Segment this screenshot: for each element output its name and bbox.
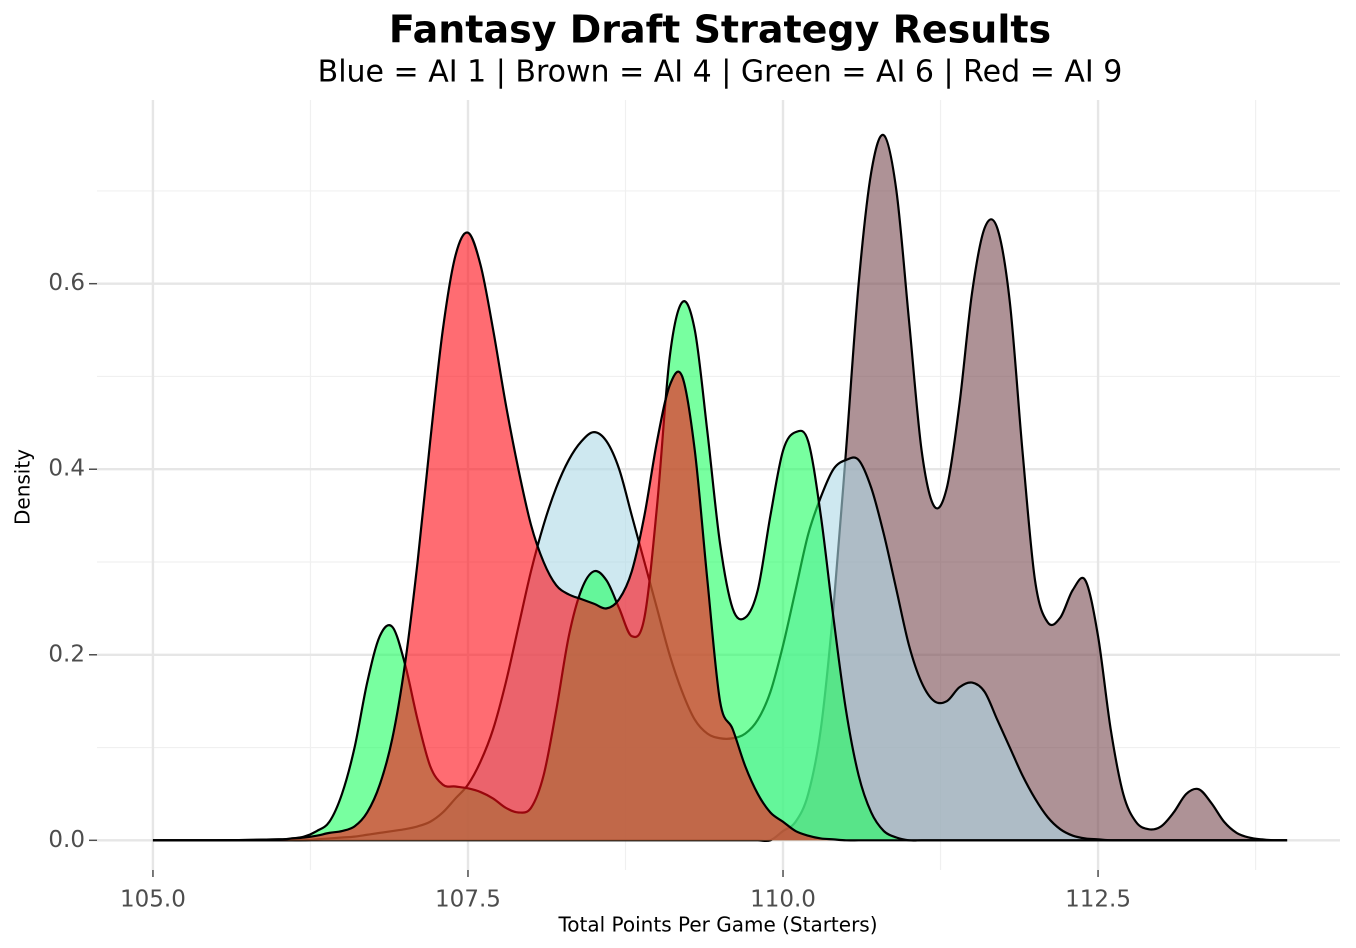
axes: 0.0 0.2 0.4 0.6 105.0 107.5 110.0 112.5 bbox=[48, 270, 1131, 912]
y-tick-label: 0.2 bbox=[48, 641, 85, 667]
y-tick-label: 0.6 bbox=[48, 270, 85, 296]
x-tick-label: 110.0 bbox=[750, 887, 816, 913]
density-fill bbox=[152, 301, 1288, 841]
y-tick-label: 0.0 bbox=[48, 827, 85, 853]
chart-title: Fantasy Draft Strategy Results bbox=[389, 8, 1051, 52]
y-axis-title: Density bbox=[11, 449, 35, 525]
x-tick-label: 105.0 bbox=[120, 887, 186, 913]
x-axis-title: Total Points Per Game (Starters) bbox=[557, 913, 877, 937]
density-line bbox=[152, 231, 1288, 842]
y-tick-label: 0.4 bbox=[48, 456, 85, 482]
plot-area bbox=[152, 133, 1288, 843]
density-fill bbox=[152, 432, 1288, 841]
x-tick-label: 107.5 bbox=[435, 887, 501, 913]
chart-subtitle: Blue = AI 1 | Brown = AI 4 | Green = AI … bbox=[318, 55, 1123, 90]
x-tick-label: 112.5 bbox=[1065, 887, 1131, 913]
density-fill bbox=[152, 134, 1288, 842]
